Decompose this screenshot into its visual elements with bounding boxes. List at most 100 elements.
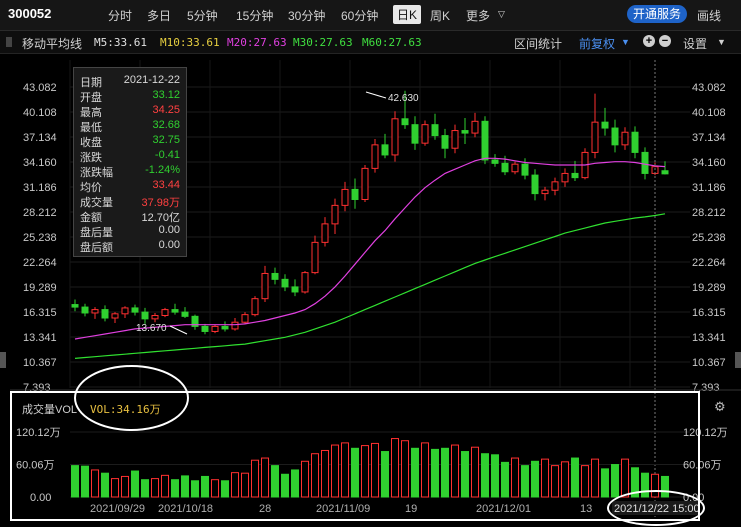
tab-multi-day[interactable]: 多日 — [147, 9, 172, 23]
volume-settings-gear-icon[interactable]: ⚙ — [714, 399, 726, 414]
candle-body — [441, 135, 449, 149]
tab-5min[interactable]: 5分钟 — [187, 9, 218, 23]
candle-body — [631, 131, 639, 153]
candle-info-panel: 日期 2021-12-22 开盘 33.12 最高 34.25 最低 32.68 收盘 32.75… — [73, 67, 187, 257]
volume-bar — [101, 472, 109, 498]
date-label: 2021/11/09 — [316, 503, 370, 515]
price-tick-left: 13.341 — [23, 332, 57, 344]
candle-body — [211, 325, 219, 332]
price-tick-left: 22.264 — [23, 257, 57, 269]
date-label: 2021/12/01 — [476, 503, 531, 515]
candle-body — [101, 309, 109, 319]
volume-bar — [91, 469, 99, 498]
volume-bar — [601, 468, 609, 498]
candle-body — [201, 325, 209, 332]
info-value: -0.41 — [154, 149, 180, 161]
volume-bar — [461, 451, 469, 498]
vol-label-highlight-ellipse — [74, 365, 189, 431]
candle-body — [351, 188, 359, 200]
volume-left-axis: 120.12万 60.06万 0.00 — [16, 427, 61, 504]
candle-body — [431, 124, 439, 137]
tab-30min[interactable]: 30分钟 — [288, 9, 326, 23]
ma20-value: M20:27.63 — [227, 36, 287, 49]
info-row: 最低 32.68 — [80, 119, 182, 134]
price-tick-right: 16.315 — [692, 307, 726, 319]
candle-body — [481, 120, 489, 161]
info-label: 盘后量 — [80, 227, 113, 239]
draw-line-button[interactable]: 画线 — [697, 9, 722, 23]
candle-body — [401, 118, 409, 126]
tab-60min[interactable]: 60分钟 — [341, 9, 379, 23]
volume-bar — [281, 473, 289, 498]
candle-body — [331, 204, 339, 225]
volume-bar — [171, 479, 179, 498]
info-row: 成交量 37.98万 — [80, 194, 182, 209]
candle-body — [251, 298, 259, 316]
cursor-date-highlight-ellipse — [607, 490, 705, 526]
info-value: 0.00 — [158, 224, 180, 236]
right-price-axis: 43.082 40.108 37.134 34.160 31.186 28.212 25.2… — [692, 82, 726, 394]
candle-body — [161, 309, 169, 316]
volume-bar — [181, 475, 189, 498]
price-tick-left: 10.367 — [23, 357, 57, 369]
open-service-button[interactable]: 开通服务 — [627, 5, 687, 23]
volume-bar — [381, 451, 389, 498]
price-tick-right: 40.108 — [692, 107, 726, 119]
candle-body — [341, 188, 349, 206]
price-tick-left: 28.212 — [23, 207, 57, 219]
ma-title[interactable]: 移动平均线 — [22, 37, 83, 51]
scroll-left-handle[interactable] — [0, 352, 6, 368]
tab-15min[interactable]: 15分钟 — [236, 9, 274, 23]
tab-daily-k[interactable]: 日K — [393, 5, 422, 24]
volume-pane-highlight-box — [10, 391, 700, 521]
tab-intraday[interactable]: 分时 — [108, 9, 133, 23]
info-label: 涨跌 — [80, 152, 102, 164]
info-row: 涨跌 -0.41 — [80, 149, 182, 164]
info-value: 32.75 — [152, 134, 180, 146]
adjust-dropdown-icon[interactable]: ▼ — [621, 37, 630, 47]
candle-body — [391, 118, 399, 156]
zoom-out-icon[interactable]: − — [659, 35, 671, 47]
info-row: 最高 34.25 — [80, 104, 182, 119]
range-statistics-button[interactable]: 区间统计 — [514, 37, 563, 51]
candle-body — [511, 163, 519, 173]
volume-bar — [141, 479, 149, 498]
vol-tick-left: 120.12万 — [16, 427, 61, 439]
candle-body — [601, 121, 609, 129]
info-row: 均价 33.44 — [80, 179, 182, 194]
candle-body — [571, 172, 579, 179]
more-dropdown-icon[interactable]: ▽ — [498, 9, 505, 19]
candle-body — [321, 223, 329, 243]
info-row: 盘后额 0.00 — [80, 239, 182, 254]
volume-bar — [491, 454, 499, 498]
candle-body — [121, 307, 129, 315]
volume-indicator-title[interactable]: 成交量VOL — [22, 404, 78, 416]
ma-collapse-handle[interactable] — [6, 37, 12, 47]
price-tick-left: 31.186 — [23, 182, 57, 194]
moving-average-bar: 移动平均线 M5:33.61 M10:33.61 M20:27.63 M30:2… — [0, 31, 741, 54]
high-marker-line — [365, 91, 387, 99]
info-row: 开盘 33.12 — [80, 89, 182, 104]
settings-button[interactable]: 设置 — [683, 37, 708, 51]
vol-tick-right: 60.06万 — [683, 460, 722, 472]
zoom-in-icon[interactable]: + — [643, 35, 655, 47]
candle-body — [561, 172, 569, 183]
price-tick-left: 34.160 — [23, 157, 57, 169]
left-price-axis: 43.082 40.108 37.134 34.160 31.186 28.212 25.2… — [23, 82, 57, 394]
info-label: 成交量 — [80, 197, 113, 209]
volume-bar — [111, 478, 119, 498]
candle-body — [241, 314, 249, 323]
info-value: 34.25 — [152, 104, 180, 116]
tab-more[interactable]: 更多 — [466, 9, 491, 23]
ma5-value: M5:33.61 — [94, 36, 147, 49]
candle-body — [91, 309, 99, 314]
ma-slow-line — [74, 213, 666, 359]
vol-tick-right: 120.12万 — [683, 427, 728, 439]
price-adjust-select[interactable]: 前复权 — [579, 37, 616, 51]
settings-dropdown-icon[interactable]: ▼ — [717, 37, 726, 47]
volume-bar — [71, 465, 79, 498]
tab-weekly-k[interactable]: 周K — [430, 9, 451, 23]
scroll-right-handle[interactable] — [735, 352, 741, 368]
volume-bar — [321, 449, 329, 498]
stock-code: 300052 — [8, 6, 52, 21]
